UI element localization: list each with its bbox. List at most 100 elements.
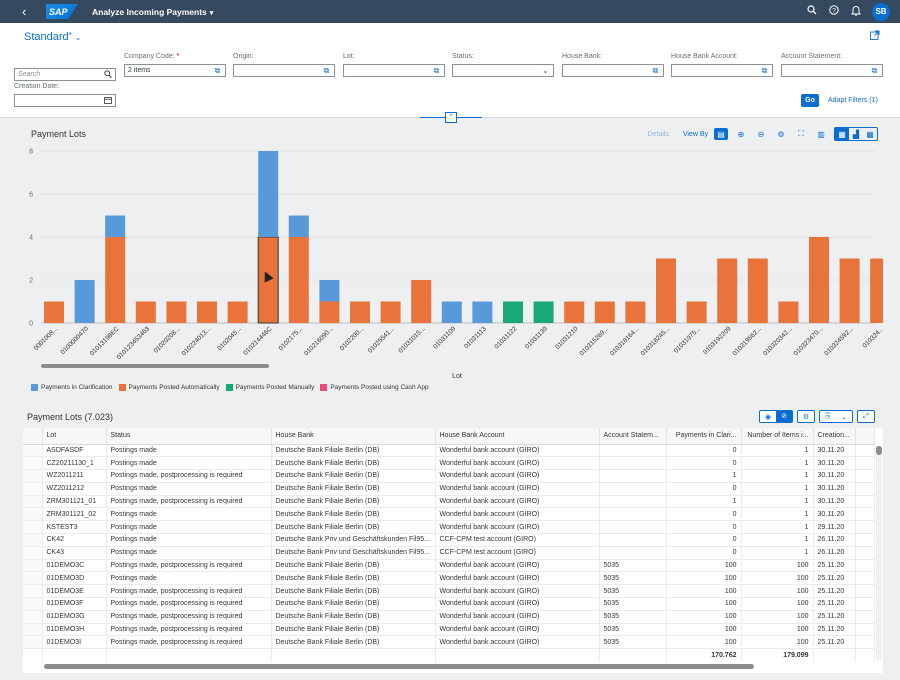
bar-segment[interactable] <box>411 280 432 323</box>
chart-table-view-icon[interactable]: ▦ <box>835 128 849 140</box>
bar-segment[interactable] <box>717 258 738 324</box>
legend-item[interactable]: Payments Posted Manually <box>225 384 314 391</box>
row-selector[interactable] <box>23 507 43 522</box>
table-fullscreen-button[interactable]: ⤢ <box>857 410 875 423</box>
vertical-scrollbar[interactable] <box>876 446 882 660</box>
row-selector[interactable] <box>23 456 43 471</box>
bar-segment[interactable] <box>441 301 462 324</box>
account-statement-input[interactable]: ⧉ <box>781 64 883 77</box>
column-header-creation[interactable]: Creation... <box>813 428 856 445</box>
table-view-icon[interactable]: ▦ <box>866 129 874 139</box>
bar-segment[interactable] <box>503 301 523 324</box>
creation-date-input[interactable] <box>14 94 116 107</box>
table-row[interactable]: 01DEMO3G Postings made, postprocessing is… <box>23 610 875 624</box>
table-row[interactable]: CK43 Postings made Deutsche Bank Priv und … <box>23 546 875 560</box>
column-header-lot[interactable]: Lot <box>42 428 107 445</box>
fullscreen-icon[interactable]: ⛶ <box>798 129 804 138</box>
show-icon[interactable]: ◉ <box>764 413 772 421</box>
legend-item[interactable]: Payments in Clarification <box>31 384 113 391</box>
bar-segment[interactable] <box>105 237 126 323</box>
column-header-payments-in-clarification[interactable]: Payments in Clari... <box>666 428 742 445</box>
variant-selector[interactable]: Standard* ⌄ <box>24 31 81 43</box>
column-header-house-bank-account[interactable]: House Bank Account <box>435 428 600 445</box>
table-row[interactable]: 01DEMO3I Postings made, postprocessing is… <box>23 635 875 650</box>
bar-segment[interactable] <box>747 258 768 324</box>
bar-segment[interactable] <box>227 301 248 324</box>
back-icon[interactable]: ‹ <box>22 4 27 19</box>
select-all-cell[interactable] <box>23 428 43 445</box>
search-input[interactable]: Search <box>14 68 116 81</box>
bar-segment[interactable] <box>472 301 493 324</box>
settings-icon[interactable]: ⚙ <box>777 129 785 139</box>
bar-segment[interactable] <box>625 301 646 324</box>
table-row[interactable]: ZRM301121_02 Postings made Deutsche Bank F… <box>23 507 875 522</box>
drill-down-icon[interactable]: ▤ <box>714 128 728 140</box>
bar-segment[interactable] <box>319 301 340 324</box>
bar-segment[interactable] <box>258 151 279 237</box>
chart-type-icon[interactable]: ▥ <box>817 129 825 139</box>
stacked-bar-chart[interactable]: 0 2 4 6 8 0001008... 010000047001013198EC01012… <box>23 124 883 382</box>
bar-segment[interactable] <box>44 301 64 324</box>
bar-segment[interactable] <box>839 258 860 324</box>
house-bank-input[interactable]: ⧉ <box>562 64 664 77</box>
details-button[interactable]: Details <box>647 130 669 138</box>
table-row[interactable]: 01DEMO3D Postings made Deutsche Bank Filia… <box>23 571 875 586</box>
view-by-button[interactable]: View By <box>682 130 708 138</box>
table-settings-button[interactable]: ⚙ <box>797 410 815 423</box>
bar-segment[interactable] <box>105 215 126 238</box>
table-row[interactable]: WZ2011211 Postings made, postprocessing i… <box>23 469 875 483</box>
go-button[interactable]: Go <box>801 94 819 107</box>
value-help-icon[interactable]: ⧉ <box>323 66 330 75</box>
export-icon[interactable]: ⎘ <box>825 412 831 420</box>
search-icon[interactable] <box>806 5 818 18</box>
row-selector[interactable] <box>23 571 43 586</box>
table-row[interactable]: 01DEMO3C Postings made, postprocessing is… <box>23 559 875 573</box>
table-row[interactable]: ASDFASDF Postings made Deutsche Bank Filia… <box>23 444 875 458</box>
origin-input[interactable]: ⧉ <box>233 64 335 77</box>
column-header-status[interactable]: Status <box>106 428 272 445</box>
bar-segment[interactable] <box>778 301 799 324</box>
column-header-number-of-items[interactable]: Number of Items i... <box>741 428 814 445</box>
table-row[interactable]: 01DEMO3H Postings made, postprocessing is… <box>23 623 875 637</box>
chevron-down-icon[interactable]: ⌄ <box>841 413 847 421</box>
bar-segment[interactable] <box>74 280 95 323</box>
help-icon[interactable]: ? <box>828 5 840 18</box>
value-help-icon[interactable]: ⧉ <box>652 66 659 75</box>
table-row[interactable]: ZRM301121_01 Postings made, postprocessin… <box>23 495 875 509</box>
app-title-menu[interactable]: Analyze Incoming Payments ▾ <box>92 7 213 17</box>
row-selector[interactable] <box>23 469 43 483</box>
house-bank-account-input[interactable]: ⧉ <box>671 64 773 77</box>
share-icon[interactable] <box>870 30 880 43</box>
bar-segment[interactable] <box>166 301 187 324</box>
value-help-icon[interactable]: ⧉ <box>871 66 878 75</box>
zoom-in-icon[interactable]: ⊕ <box>737 129 745 139</box>
bar-segment[interactable] <box>594 301 615 324</box>
row-selector[interactable] <box>23 623 43 637</box>
row-selector[interactable] <box>23 610 43 624</box>
value-help-icon[interactable]: ⧉ <box>761 66 768 75</box>
column-header-account-statement[interactable]: Account Statem... <box>599 428 667 445</box>
row-selector[interactable] <box>23 559 43 573</box>
status-select[interactable]: ⌄ <box>452 64 554 77</box>
row-selector[interactable] <box>23 597 43 611</box>
row-selector[interactable] <box>23 444 43 458</box>
row-selector[interactable] <box>23 533 43 547</box>
row-selector[interactable] <box>23 520 43 535</box>
bar-segment[interactable] <box>197 301 217 324</box>
row-selector[interactable] <box>23 495 43 509</box>
calendar-icon[interactable] <box>103 96 112 105</box>
company-code-input[interactable]: 2 items ⧉ <box>124 64 226 77</box>
chevron-down-icon[interactable]: ⌄ <box>542 66 549 75</box>
scrollbar-thumb[interactable] <box>876 446 882 455</box>
adapt-filters-button[interactable]: Adapt Filters (1) <box>828 97 878 104</box>
bar-segment[interactable] <box>870 258 883 324</box>
bell-icon[interactable] <box>850 5 862 19</box>
lot-input[interactable]: ⧉ <box>343 64 445 77</box>
chart-scrollbar[interactable] <box>41 364 269 368</box>
bar-segment[interactable] <box>319 280 340 302</box>
table-row[interactable]: CK42 Postings made Deutsche Bank Priv und … <box>23 533 875 547</box>
column-header-house-bank[interactable]: House Bank <box>271 428 436 445</box>
bar-segment[interactable] <box>809 237 829 323</box>
collapse-header-icon[interactable]: ⌃ <box>445 112 457 123</box>
hide-icon[interactable]: ⊘ <box>776 411 792 422</box>
